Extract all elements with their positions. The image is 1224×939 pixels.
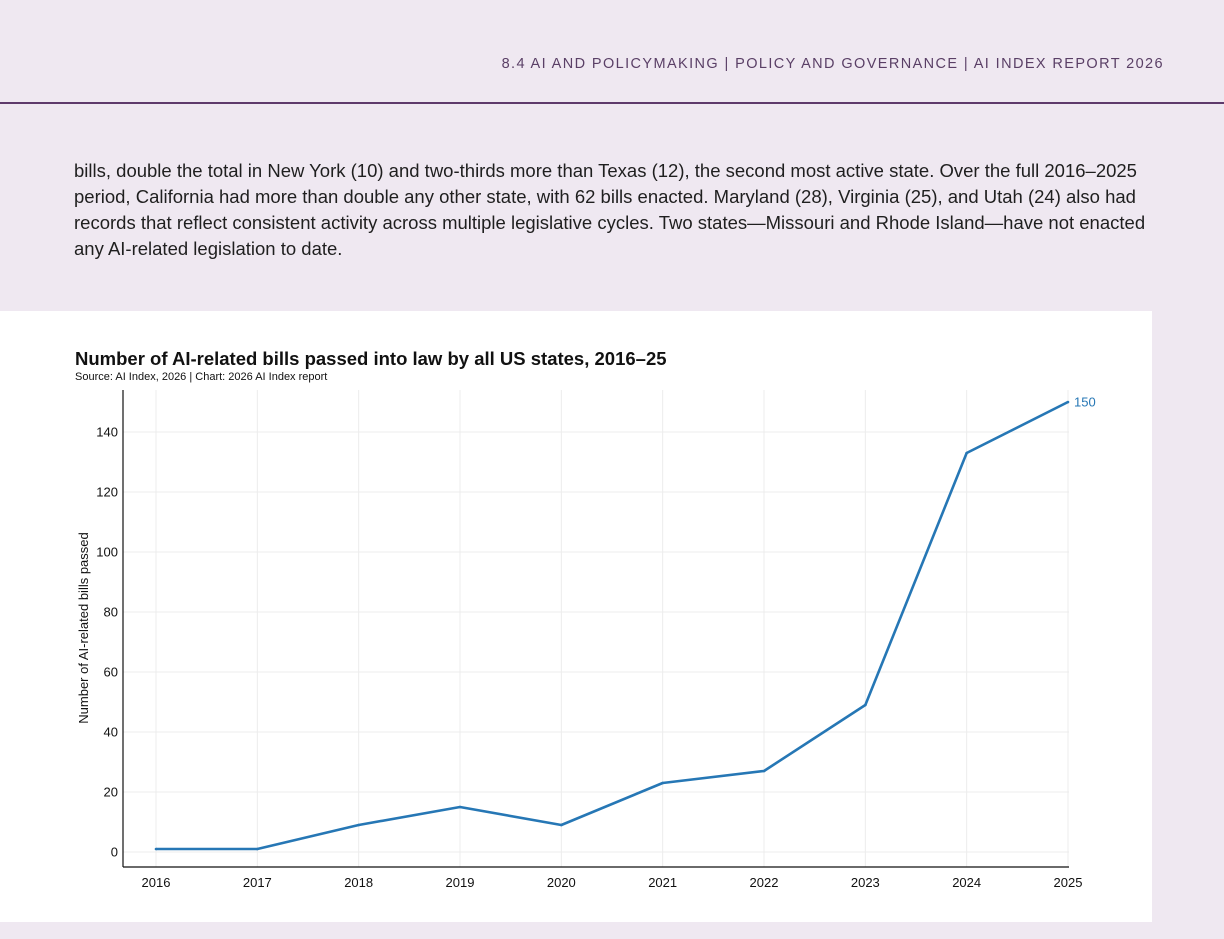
series: 150 <box>154 395 1096 851</box>
x-tick-label: 2016 <box>142 875 171 890</box>
y-tick-label: 80 <box>104 605 118 620</box>
data-point <box>560 823 563 827</box>
running-header: 8.4 AI AND POLICYMAKING | POLICY AND GOV… <box>502 56 1164 72</box>
x-tick-label: 2018 <box>344 875 373 890</box>
data-point <box>762 769 766 773</box>
x-tick-label: 2019 <box>446 875 475 890</box>
page-header: 8.4 AI AND POLICYMAKING | POLICY AND GOV… <box>0 0 1224 104</box>
x-tick-label: 2023 <box>851 875 880 890</box>
series-line <box>156 400 1069 851</box>
grid <box>123 390 1069 867</box>
x-tick-label: 2024 <box>952 875 981 890</box>
data-point <box>357 823 360 827</box>
data-point <box>458 805 462 809</box>
data-point <box>1066 400 1070 404</box>
axes <box>122 390 1069 868</box>
x-tick-label: 2022 <box>750 875 779 890</box>
x-tick-label: 2025 <box>1054 875 1083 890</box>
data-point <box>256 847 259 851</box>
y-tick-label: 40 <box>104 725 118 740</box>
x-tick-label: 2017 <box>243 875 272 890</box>
y-tick-label: 100 <box>96 545 118 560</box>
x-tick-label: 2021 <box>648 875 677 890</box>
y-tick-label: 120 <box>96 485 118 500</box>
header-section: 8.4 AI AND POLICYMAKING <box>501 56 720 72</box>
header-separator: | <box>724 56 730 72</box>
body-paragraph: bills, double the total in New York (10)… <box>74 160 1146 259</box>
data-point <box>965 451 968 455</box>
y-axis-label: Number of AI-related bills passed <box>76 532 91 723</box>
x-tick-label: 2020 <box>547 875 576 890</box>
data-point <box>661 781 664 785</box>
end-value-label: 150 <box>1074 395 1096 410</box>
header-separator: | <box>963 56 970 72</box>
y-tick-label: 60 <box>104 665 118 680</box>
y-tick-label: 20 <box>104 785 118 800</box>
chart-source: Source: AI Index, 2026 | Chart: 2026 AI … <box>75 371 328 383</box>
tick-labels: 0 20 40 60 80 100 120 140 2016 2017 2018 2019 2020 20… <box>96 425 1082 891</box>
chart-title: Number of AI-related bills passed into l… <box>75 348 667 369</box>
data-point <box>154 847 158 851</box>
header-chapter: POLICY AND GOVERNANCE <box>735 56 959 72</box>
y-tick-label: 140 <box>96 425 118 440</box>
y-tick-label: 0 <box>111 845 118 860</box>
data-point <box>864 703 867 707</box>
header-report: AI INDEX REPORT 2026 <box>973 56 1164 72</box>
